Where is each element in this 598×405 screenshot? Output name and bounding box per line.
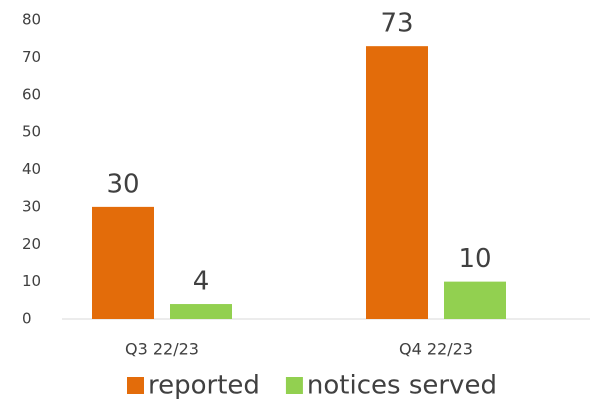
y-tick-label: 30 xyxy=(22,197,41,215)
y-tick-label: 40 xyxy=(22,160,41,178)
bar xyxy=(170,304,232,319)
bar xyxy=(92,206,154,319)
data-label: 10 xyxy=(458,244,491,274)
legend-swatch xyxy=(127,377,144,394)
legend-swatch xyxy=(285,377,303,394)
y-tick-label: 70 xyxy=(22,48,41,66)
legend-label: reported xyxy=(148,371,260,401)
y-tick-label: 20 xyxy=(22,235,41,253)
bar xyxy=(444,281,506,319)
x-tick-label: Q3 22/23 xyxy=(125,340,199,359)
data-label: 30 xyxy=(106,169,139,199)
y-tick-label: 80 xyxy=(22,11,41,29)
data-label: 4 xyxy=(193,267,210,297)
y-tick-label: 10 xyxy=(22,272,41,290)
x-tick-label: Q4 22/23 xyxy=(399,340,473,359)
y-tick-label: 0 xyxy=(22,310,32,328)
y-tick-label: 50 xyxy=(22,123,41,141)
y-tick-label: 60 xyxy=(22,85,41,103)
legend-label: notices served xyxy=(307,371,497,401)
bar xyxy=(366,46,428,319)
data-label: 73 xyxy=(380,9,413,39)
